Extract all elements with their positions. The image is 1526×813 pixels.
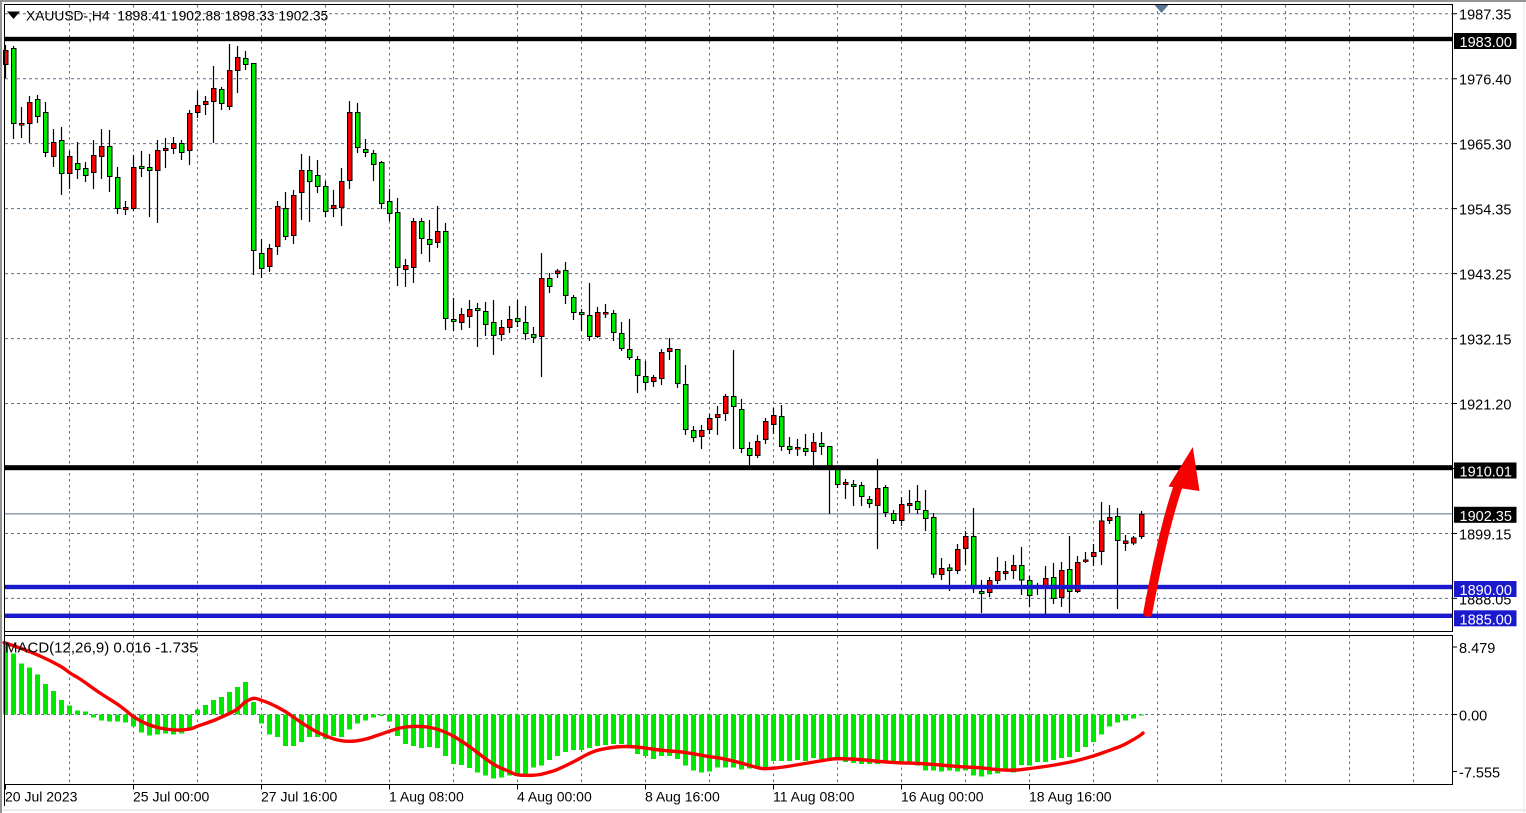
svg-text:1902.35: 1902.35 xyxy=(1460,509,1512,525)
svg-text:1885.00: 1885.00 xyxy=(1460,612,1512,628)
svg-text:MACD(12,26,9) 0.016 -1.735: MACD(12,26,9) 0.016 -1.735 xyxy=(5,639,198,656)
svg-text:1910.01: 1910.01 xyxy=(1460,465,1512,481)
svg-text:1899.15: 1899.15 xyxy=(1459,528,1511,544)
svg-text:1983.00: 1983.00 xyxy=(1460,35,1512,51)
svg-text:18 Aug 16:00: 18 Aug 16:00 xyxy=(1029,789,1112,805)
svg-text:1943.25: 1943.25 xyxy=(1459,268,1511,284)
svg-text:1965.30: 1965.30 xyxy=(1459,138,1511,154)
svg-text:11 Aug 08:00: 11 Aug 08:00 xyxy=(773,789,855,805)
svg-text:1932.15: 1932.15 xyxy=(1459,333,1511,349)
svg-text:1921.20: 1921.20 xyxy=(1459,398,1511,414)
svg-text:4 Aug 00:00: 4 Aug 00:00 xyxy=(517,789,592,805)
svg-text:-7.555: -7.555 xyxy=(1459,766,1500,782)
svg-text:1987.35: 1987.35 xyxy=(1459,8,1511,24)
svg-text:1 Aug 08:00: 1 Aug 08:00 xyxy=(389,789,464,805)
svg-text:8 Aug 16:00: 8 Aug 16:00 xyxy=(645,789,720,805)
svg-text:1954.35: 1954.35 xyxy=(1459,203,1511,219)
svg-text:1890.00: 1890.00 xyxy=(1460,583,1512,599)
svg-text:XAUUSD-,H4 1898.41 1902.88 18: XAUUSD-,H4 1898.41 1902.88 1898.33 1902.… xyxy=(26,9,329,24)
svg-text:0.00: 0.00 xyxy=(1459,709,1487,725)
svg-text:20 Jul 2023: 20 Jul 2023 xyxy=(5,789,78,805)
svg-text:16 Aug 00:00: 16 Aug 00:00 xyxy=(901,789,984,805)
svg-text:27 Jul 16:00: 27 Jul 16:00 xyxy=(261,789,337,805)
svg-text:8.479: 8.479 xyxy=(1459,641,1495,657)
svg-text:1976.40: 1976.40 xyxy=(1459,73,1511,89)
svg-text:25 Jul 00:00: 25 Jul 00:00 xyxy=(133,789,209,805)
